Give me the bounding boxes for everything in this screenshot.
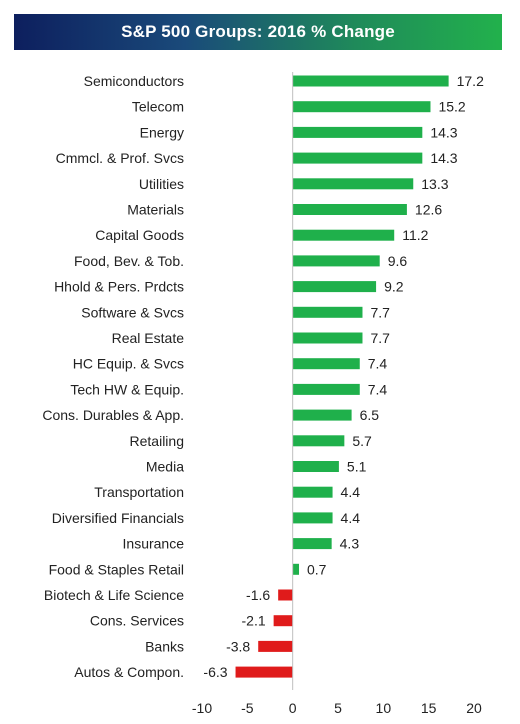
bar-22 [258, 640, 293, 652]
x-tick-label-5: 15 [421, 700, 437, 716]
value-label-4: 13.3 [421, 176, 448, 192]
value-label-11: 7.4 [368, 356, 388, 372]
category-label-4: Utilities [139, 176, 184, 192]
bar-3 [292, 152, 423, 164]
value-label-1: 15.2 [438, 99, 465, 115]
bar-21 [273, 615, 293, 627]
x-tick-label-6: 20 [466, 700, 482, 716]
bar-14 [292, 435, 345, 447]
category-label-14: Retailing [130, 433, 184, 449]
category-label-2: Energy [140, 124, 184, 140]
bar-23 [235, 666, 293, 678]
value-label-15: 5.1 [347, 459, 367, 475]
value-label-7: 9.6 [388, 253, 408, 269]
category-label-10: Real Estate [112, 330, 185, 346]
category-label-9: Software & Svcs [81, 304, 184, 320]
x-tick-label-3: 5 [334, 700, 342, 716]
chart-title-bar: S&P 500 Groups: 2016 % Change [14, 14, 502, 50]
category-label-0: Semiconductors [84, 73, 184, 89]
bar-10 [292, 332, 363, 344]
category-label-16: Transportation [94, 484, 184, 500]
value-label-16: 4.4 [341, 484, 361, 500]
category-label-11: HC Equip. & Svcs [73, 356, 184, 372]
category-label-17: Diversified Financials [52, 510, 184, 526]
bar-13 [292, 409, 352, 421]
value-label-13: 6.5 [360, 407, 380, 423]
value-label-12: 7.4 [368, 381, 388, 397]
value-label-22: -3.8 [226, 638, 250, 654]
value-label-20: -1.6 [246, 587, 270, 603]
value-label-0: 17.2 [457, 73, 484, 89]
bar-15 [292, 461, 339, 472]
bar-12 [292, 383, 360, 395]
value-label-18: 4.3 [340, 536, 360, 552]
value-label-17: 4.4 [341, 510, 361, 526]
value-label-9: 7.7 [370, 304, 390, 320]
bar-20 [278, 589, 293, 601]
bar-16 [292, 486, 333, 498]
bar-11 [292, 358, 360, 370]
bar-5 [292, 204, 407, 215]
bar-4 [292, 178, 414, 190]
category-label-6: Capital Goods [95, 227, 184, 243]
category-label-20: Biotech & Life Science [44, 587, 184, 603]
bar-8 [292, 281, 377, 293]
category-label-7: Food, Bev. & Tob. [74, 253, 184, 269]
category-label-1: Telecom [132, 99, 184, 115]
value-label-10: 7.7 [370, 330, 390, 346]
value-label-23: -6.3 [203, 664, 227, 680]
bar-2 [292, 126, 423, 138]
category-label-13: Cons. Durables & App. [42, 407, 184, 423]
category-label-3: Cmmcl. & Prof. Svcs [56, 150, 184, 166]
x-tick-label-4: 10 [376, 700, 392, 716]
category-label-15: Media [146, 459, 184, 475]
category-label-18: Insurance [123, 536, 185, 552]
x-tick-label-2: 0 [289, 700, 297, 716]
value-label-8: 9.2 [384, 279, 404, 295]
category-label-12: Tech HW & Equip. [70, 381, 184, 397]
value-label-6: 11.2 [402, 227, 428, 243]
bar-17 [292, 512, 333, 524]
value-label-2: 14.3 [430, 124, 457, 140]
bar-6 [292, 229, 395, 241]
bar-18 [292, 538, 332, 550]
bar-9 [292, 306, 363, 318]
bar-7 [292, 255, 380, 267]
bar-19 [292, 563, 300, 575]
x-tick-label-0: -10 [192, 700, 212, 716]
bar-0 [292, 75, 449, 87]
value-label-21: -2.1 [242, 613, 266, 629]
chart-title: S&P 500 Groups: 2016 % Change [121, 22, 395, 41]
category-label-22: Banks [145, 638, 184, 654]
category-label-19: Food & Staples Retail [49, 561, 184, 577]
category-label-8: Hhold & Pers. Prdcts [54, 279, 184, 295]
value-label-14: 5.7 [352, 433, 372, 449]
category-label-21: Cons. Services [90, 613, 184, 629]
x-tick-label-1: -5 [241, 700, 254, 716]
bar-1 [292, 101, 431, 113]
value-label-5: 12.6 [415, 202, 442, 218]
category-label-23: Autos & Compon. [74, 664, 184, 680]
category-label-5: Materials [127, 202, 184, 218]
value-label-3: 14.3 [430, 150, 457, 166]
value-label-19: 0.7 [307, 561, 327, 577]
